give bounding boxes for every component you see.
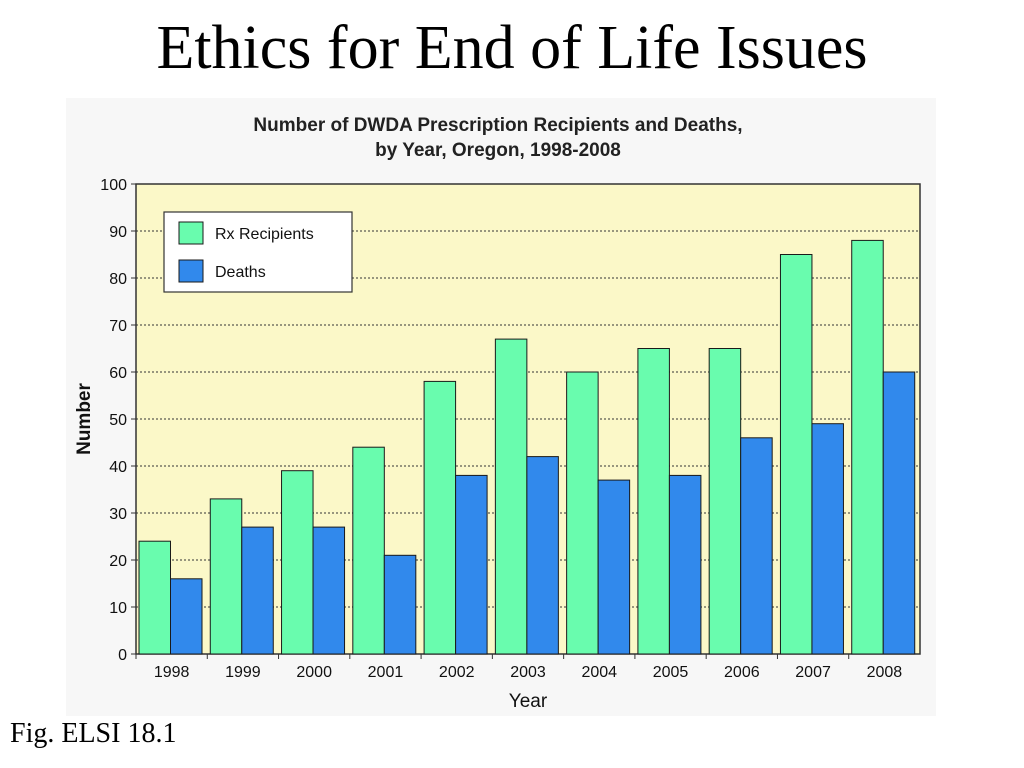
bar-rx-recipients-2000: [281, 470, 314, 655]
y-tick-label: 0: [118, 647, 127, 664]
x-tick-label: 2006: [724, 664, 760, 681]
y-tick-label: 10: [109, 600, 127, 617]
bar-rx-recipients-1999: [209, 498, 243, 655]
bar-rx-recipients-1998: [138, 540, 171, 655]
legend-swatch-rx-recipients: [178, 221, 204, 245]
bar-rx-recipients-2004: [566, 371, 599, 655]
y-tick-label: 90: [109, 224, 127, 241]
y-tick-label: 30: [109, 506, 127, 523]
bar-deaths-1998: [170, 578, 203, 655]
y-tick-label: 100: [100, 177, 127, 194]
x-tick-label: 2004: [581, 664, 617, 681]
x-tick-label: 2007: [795, 664, 831, 681]
chart-subtitle: by Year, Oregon, 1998-2008: [375, 140, 621, 161]
bar-rx-recipients-2008: [851, 239, 884, 655]
bar-deaths-2005: [668, 474, 702, 655]
y-axis-label: Number: [74, 383, 95, 455]
x-tick-label: 1999: [225, 664, 261, 681]
x-tick-label: 2003: [510, 664, 546, 681]
y-tick-label: 40: [109, 459, 127, 476]
y-axis-ticks: 0 10 20 30 40 50 60 70 80 90 100: [100, 177, 136, 664]
bar-deaths-1999: [241, 526, 274, 655]
y-tick-label: 20: [109, 553, 127, 570]
bar-rx-recipients-2007: [779, 254, 813, 655]
bar-rx-recipients-2003: [494, 338, 528, 655]
bar-rx-recipients-2005: [637, 348, 670, 655]
bar-deaths-2002: [455, 474, 488, 655]
legend-swatch-deaths: [178, 259, 204, 283]
x-tick-label: 1998: [154, 664, 190, 681]
bar-rx-recipients-2001: [352, 446, 385, 655]
legend: Rx Recipients Deaths: [163, 211, 353, 293]
slide-title: Ethics for End of Life Issues: [156, 14, 868, 82]
x-axis-ticks: 1998 1999 2000 2001 2002 2003 2004 2005 2006 2007…: [135, 654, 903, 681]
chart-title: Number of DWDA Prescription Recipients a…: [253, 115, 742, 136]
bar-rx-recipients-2002: [423, 380, 457, 655]
bar-chart: Number of DWDA Prescription Recipients a…: [74, 115, 921, 712]
bar-deaths-2006: [740, 437, 773, 655]
chart-panel: Number of DWDA Prescription Recipients a…: [66, 98, 936, 716]
bar-deaths-2000: [312, 526, 346, 655]
x-axis-label: Year: [509, 691, 548, 712]
y-tick-label: 60: [109, 365, 127, 382]
legend-label-rx-recipients: Rx Recipients: [215, 226, 314, 243]
figure-caption: Fig. ELSI 18.1: [10, 718, 177, 749]
x-tick-label: 2005: [653, 664, 689, 681]
bar-deaths-2004: [597, 479, 631, 655]
bar-deaths-2001: [383, 554, 417, 655]
y-tick-label: 50: [109, 412, 127, 429]
bar-rx-recipients-2006: [708, 348, 742, 655]
y-tick-label: 70: [109, 318, 127, 335]
x-tick-label: 2000: [296, 664, 332, 681]
x-tick-label: 2008: [867, 664, 903, 681]
bar-deaths-2007: [811, 423, 844, 655]
bars: [138, 239, 916, 655]
y-tick-label: 80: [109, 271, 127, 288]
bar-deaths-2008: [882, 371, 916, 655]
legend-label-deaths: Deaths: [215, 264, 266, 281]
x-tick-label: 2002: [439, 664, 475, 681]
x-tick-label: 2001: [368, 664, 404, 681]
bar-deaths-2003: [526, 456, 559, 655]
